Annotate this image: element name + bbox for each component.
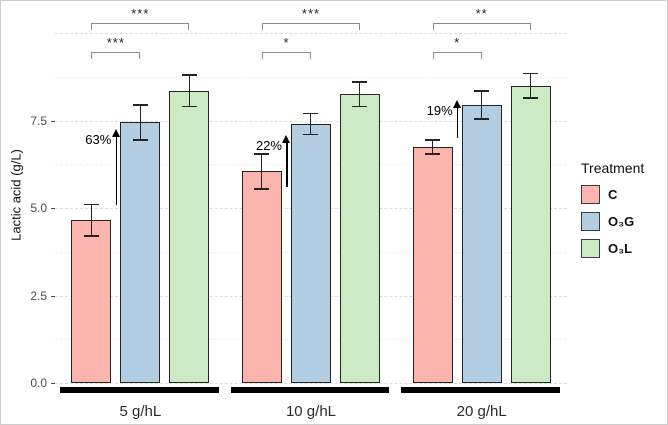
- significance-bracket: [91, 52, 141, 60]
- error-bar-line: [139, 104, 141, 140]
- y-tick-label: 5.0: [30, 201, 47, 216]
- legend-items: C O₃G O₃L: [581, 184, 644, 258]
- error-bar-cap: [181, 105, 197, 108]
- y-tick-mark: [51, 208, 55, 210]
- significance-label: ***: [131, 5, 150, 21]
- error-bar-cap: [254, 153, 270, 155]
- significance-label: ***: [106, 35, 125, 51]
- increase-arrow-head: [111, 129, 120, 138]
- y-tick-label: 7.5: [30, 113, 47, 128]
- x-axis-segment: [401, 387, 560, 393]
- error-bar-cap: [474, 118, 490, 120]
- increase-arrow-line: [286, 140, 288, 188]
- error-bar-cap: [83, 235, 99, 237]
- legend-item-label: O₃G: [608, 213, 635, 229]
- bar-series-1: [290, 124, 331, 383]
- significance-bracket: [261, 52, 311, 60]
- legend-swatch: [581, 184, 600, 204]
- bar-series-0: [412, 146, 453, 383]
- bar-group: 20 g/hL * ** 19%: [396, 5, 567, 420]
- significance-label: **: [475, 5, 488, 21]
- bar-series-0: [71, 220, 112, 383]
- y-axis-title: Lactic acid (g/L): [8, 149, 24, 241]
- percent-change-label: 63%: [85, 132, 112, 148]
- legend: Treatment C O₃G O₃L: [581, 160, 644, 266]
- increase-arrow-line: [456, 105, 459, 139]
- increase-arrow-head: [453, 99, 462, 108]
- legend-swatch: [581, 211, 600, 231]
- error-bar-cap: [181, 74, 197, 76]
- error-bar-cap: [303, 133, 319, 136]
- bar-series-2: [339, 94, 380, 383]
- major-gridline: [55, 33, 567, 35]
- percent-change-label: 22%: [255, 137, 282, 153]
- bar-group: 5 g/hL *** *** 63%: [55, 5, 226, 420]
- error-bar-cap: [132, 104, 148, 106]
- error-bar-cap: [132, 139, 148, 141]
- significance-label: *: [454, 35, 461, 51]
- error-bar-line: [432, 139, 434, 154]
- error-bar-line: [310, 113, 312, 135]
- error-bar-cap: [352, 81, 368, 83]
- y-tick-label: 0.0: [30, 376, 47, 390]
- error-bar-cap: [303, 112, 319, 115]
- percent-change-label: 19%: [426, 102, 453, 118]
- significance-bracket: [261, 22, 360, 30]
- bar-series-2: [510, 85, 551, 383]
- x-tick-label: 10 g/hL: [285, 403, 336, 420]
- increase-arrow-head: [282, 134, 291, 143]
- significance-bracket: [91, 22, 190, 30]
- y-tick-label: 2.5: [30, 288, 47, 303]
- legend-item-label: O₃L: [608, 240, 633, 256]
- error-bar-cap: [352, 105, 368, 108]
- major-gridline: [55, 383, 567, 384]
- error-bar-line: [530, 73, 532, 98]
- error-bar-line: [359, 82, 361, 107]
- error-bar-line: [188, 75, 190, 107]
- legend-title: Treatment: [581, 159, 645, 176]
- y-tick-mark: [51, 120, 55, 122]
- significance-label: *: [283, 35, 290, 51]
- error-bar-cap: [83, 203, 99, 206]
- legend-item: O₃G: [581, 211, 644, 231]
- significance-bracket: [432, 22, 531, 30]
- x-tick-label: 5 g/hL: [119, 403, 162, 420]
- bar-group: 10 g/hL * *** 22%: [226, 5, 397, 420]
- bar-series-1: [461, 104, 502, 383]
- significance-bracket: [432, 52, 482, 60]
- bar-series-0: [241, 171, 282, 383]
- x-tick-label: 20 g/hL: [456, 403, 507, 420]
- legend-swatch: [581, 238, 600, 258]
- plot-area: 0.0 2.5 5.0 7.5 5 g/hL *** *** 63% 10 g/hL * *** 22…: [30, 5, 567, 420]
- x-axis-segment: [60, 387, 219, 393]
- legend-item-label: C: [608, 186, 618, 202]
- y-tick-mark: [51, 383, 55, 384]
- error-bar-cap: [425, 139, 441, 141]
- error-bar-cap: [523, 72, 539, 75]
- error-bar-line: [261, 153, 263, 189]
- error-bar-cap: [474, 90, 490, 92]
- bar-series-2: [169, 90, 210, 383]
- error-bar-cap: [254, 188, 270, 190]
- increase-arrow-line: [115, 135, 118, 205]
- legend-item: C: [581, 184, 644, 204]
- legend-item: O₃L: [581, 238, 644, 258]
- y-tick-mark: [51, 295, 55, 297]
- x-axis-segment: [230, 387, 390, 393]
- error-bar-line: [90, 204, 92, 237]
- minor-gridline: [55, 76, 567, 78]
- error-bar-line: [481, 90, 483, 119]
- significance-label: ***: [301, 5, 321, 21]
- bar-series-1: [120, 122, 161, 383]
- error-bar-cap: [425, 153, 441, 155]
- error-bar-cap: [523, 97, 539, 99]
